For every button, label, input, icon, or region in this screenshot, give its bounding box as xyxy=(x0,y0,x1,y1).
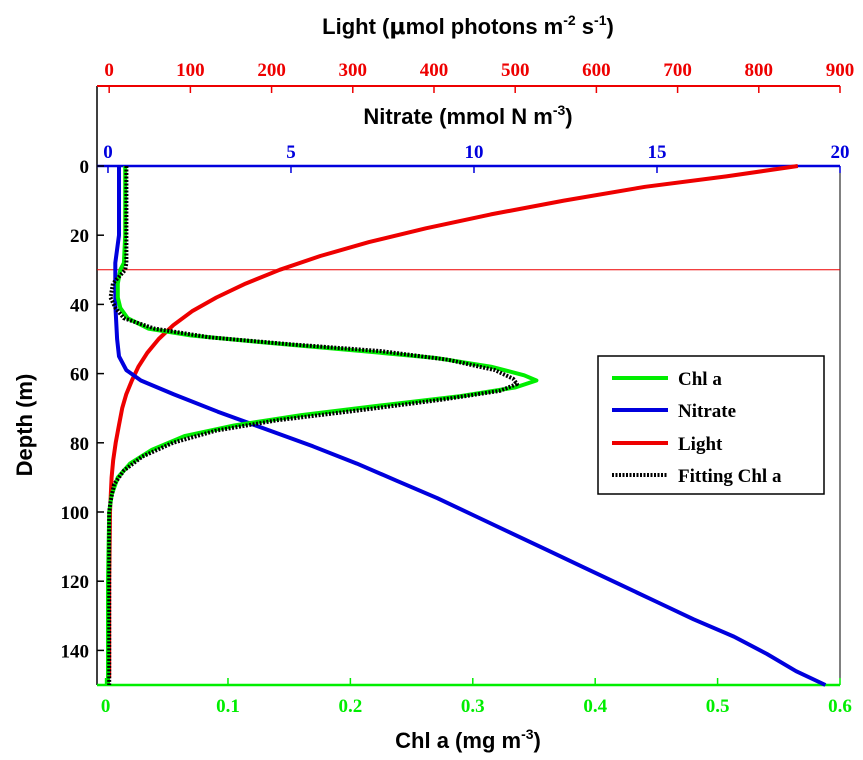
light-tick-label: 800 xyxy=(745,60,774,81)
light-tick-label: 700 xyxy=(663,60,692,81)
light-tick-label: 400 xyxy=(420,60,449,81)
depth-tick-label: 140 xyxy=(61,641,90,662)
nitrate-tick-label: 0 xyxy=(103,142,113,163)
legend-label-fitting-chl-a: Fitting Chl a xyxy=(678,466,782,487)
depth-tick-label: 60 xyxy=(70,365,89,386)
legend-entry-light: Light xyxy=(612,434,723,455)
depth-tick-label: 120 xyxy=(61,572,90,593)
depth-axis-ticks: 0 20 40 60 80 100 120 140 xyxy=(61,157,104,662)
chl-tick-label: 0.5 xyxy=(706,696,730,717)
legend-label-chl-a: Chl a xyxy=(678,369,722,390)
legend-label-nitrate: Nitrate xyxy=(678,401,736,422)
legend-entry-nitrate: Nitrate xyxy=(612,401,736,422)
chl-tick-label: 0.4 xyxy=(583,696,607,717)
nitrate-tick-label: 5 xyxy=(286,142,296,163)
legend-label-light: Light xyxy=(678,434,723,455)
light-tick-label: 600 xyxy=(582,60,611,81)
chl-tick-label: 0.1 xyxy=(216,696,240,717)
series-nitrate xyxy=(113,166,827,687)
nitrate-tick-label: 15 xyxy=(647,142,666,163)
depth-tick-label: 80 xyxy=(70,434,89,455)
depth-axis-title: Depth (m) xyxy=(12,374,37,477)
series-layer xyxy=(106,164,827,687)
chl-tick-label: 0.6 xyxy=(828,696,852,717)
series-fitting-chl-a xyxy=(107,166,519,685)
depth-tick-label: 0 xyxy=(80,157,90,178)
legend-entry-chl-a: Chl a xyxy=(612,369,722,390)
light-axis-title: Light (μmol photons m-2 s-1) xyxy=(322,12,614,40)
light-tick-label: 0 xyxy=(104,60,114,81)
series-chl-a xyxy=(106,166,539,685)
light-tick-label: 300 xyxy=(339,60,368,81)
light-tick-label: 200 xyxy=(257,60,286,81)
chl-tick-label: 0.3 xyxy=(461,696,485,717)
light-tick-label: 500 xyxy=(501,60,530,81)
nitrate-axis-title: Nitrate (mmol N m-3) xyxy=(363,102,572,129)
depth-tick-label: 40 xyxy=(70,295,89,316)
chl-tick-label: 0 xyxy=(101,696,111,717)
light-tick-label: 900 xyxy=(826,60,855,81)
nitrate-axis-ticks: 0 5 10 15 20 xyxy=(103,142,850,173)
chl-tick-label: 0.2 xyxy=(339,696,363,717)
chl-axis-title: Chl a (mg m-3) xyxy=(395,726,541,753)
nitrate-tick-label: 10 xyxy=(464,142,483,163)
chl-axis-ticks: 0 0.1 0.2 0.3 0.4 0.5 0.6 xyxy=(101,678,852,717)
nitrate-tick-label: 20 xyxy=(831,142,850,163)
depth-tick-label: 20 xyxy=(70,226,89,247)
legend-entry-fitting-chl-a: Fitting Chl a xyxy=(612,466,782,487)
legend: Chl a Nitrate Light Fitting Chl a xyxy=(597,355,825,495)
light-tick-label: 100 xyxy=(176,60,205,81)
depth-tick-label: 100 xyxy=(61,503,90,524)
light-axis-ticks: 0 100 200 300 400 500 600 700 800 900 xyxy=(104,60,854,93)
